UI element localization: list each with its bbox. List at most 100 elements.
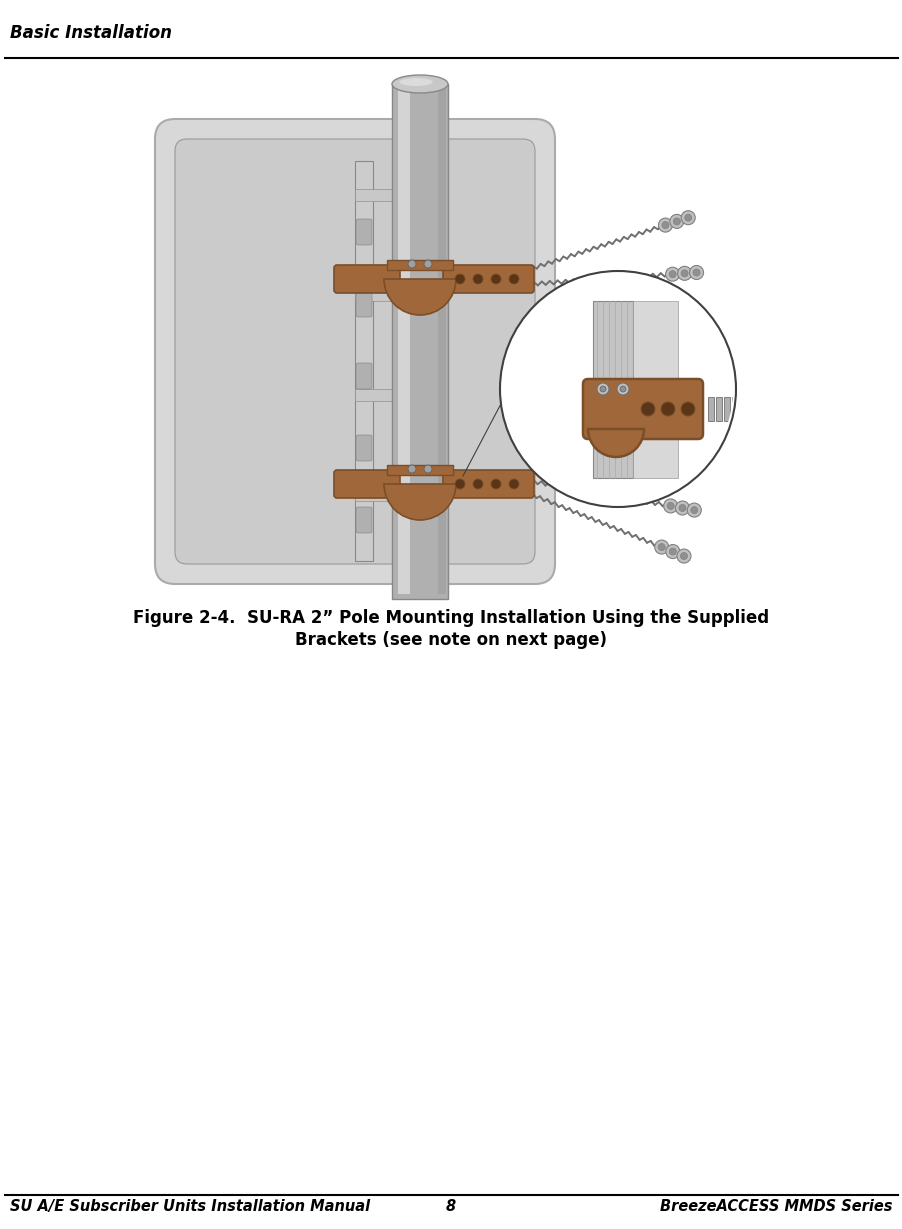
Circle shape <box>680 553 686 559</box>
Circle shape <box>616 383 629 395</box>
Circle shape <box>654 540 668 554</box>
Circle shape <box>509 274 519 284</box>
Circle shape <box>424 261 431 268</box>
Polygon shape <box>739 397 745 422</box>
Polygon shape <box>391 258 401 274</box>
Circle shape <box>675 501 689 515</box>
Text: 8: 8 <box>446 1198 456 1213</box>
Circle shape <box>686 503 701 517</box>
Circle shape <box>680 210 695 225</box>
Circle shape <box>690 506 697 514</box>
FancyBboxPatch shape <box>422 363 438 390</box>
Polygon shape <box>747 397 753 422</box>
Circle shape <box>455 479 465 489</box>
FancyBboxPatch shape <box>422 435 438 461</box>
Polygon shape <box>391 210 401 226</box>
Circle shape <box>640 402 654 415</box>
Circle shape <box>408 261 416 268</box>
Text: BreezeACCESS MMDS Series: BreezeACCESS MMDS Series <box>659 1198 892 1213</box>
FancyBboxPatch shape <box>583 379 703 439</box>
Polygon shape <box>391 498 401 514</box>
Circle shape <box>693 269 699 277</box>
Circle shape <box>500 272 735 508</box>
Circle shape <box>491 479 501 489</box>
FancyBboxPatch shape <box>175 139 534 564</box>
Polygon shape <box>391 306 401 322</box>
Polygon shape <box>755 397 761 422</box>
Polygon shape <box>715 397 722 422</box>
Ellipse shape <box>391 75 447 93</box>
Text: Basic Installation: Basic Installation <box>10 25 171 42</box>
Text: SU A/E Subscriber Units Installation Manual: SU A/E Subscriber Units Installation Man… <box>10 1198 370 1213</box>
Ellipse shape <box>399 77 432 86</box>
Circle shape <box>665 267 679 281</box>
FancyBboxPatch shape <box>422 291 438 317</box>
Circle shape <box>599 386 605 392</box>
Polygon shape <box>732 397 737 422</box>
Circle shape <box>408 465 416 473</box>
FancyBboxPatch shape <box>443 469 533 498</box>
Polygon shape <box>437 88 446 594</box>
Circle shape <box>473 479 483 489</box>
FancyBboxPatch shape <box>422 508 438 533</box>
FancyBboxPatch shape <box>355 508 372 533</box>
Polygon shape <box>398 88 410 594</box>
Polygon shape <box>354 390 439 401</box>
Circle shape <box>658 218 672 232</box>
Circle shape <box>668 548 676 556</box>
Polygon shape <box>723 397 729 422</box>
Polygon shape <box>354 189 439 202</box>
Circle shape <box>663 499 676 512</box>
Circle shape <box>678 504 686 511</box>
Circle shape <box>509 479 519 489</box>
Circle shape <box>673 218 679 225</box>
Polygon shape <box>391 450 401 466</box>
Circle shape <box>684 214 691 221</box>
FancyBboxPatch shape <box>355 291 372 317</box>
Circle shape <box>455 274 465 284</box>
Circle shape <box>620 386 625 392</box>
Circle shape <box>491 274 501 284</box>
Polygon shape <box>593 301 632 478</box>
Text: Figure 2-4.  SU-RA 2” Pole Mounting Installation Using the Supplied: Figure 2-4. SU-RA 2” Pole Mounting Insta… <box>133 610 769 627</box>
Circle shape <box>667 503 674 509</box>
Wedge shape <box>587 429 643 457</box>
Wedge shape <box>383 484 456 520</box>
Circle shape <box>689 265 703 279</box>
Polygon shape <box>354 161 373 560</box>
FancyBboxPatch shape <box>334 265 400 293</box>
Circle shape <box>660 402 675 415</box>
FancyBboxPatch shape <box>334 469 400 498</box>
Polygon shape <box>391 84 447 599</box>
FancyBboxPatch shape <box>355 219 372 245</box>
Text: Brackets (see note on next page): Brackets (see note on next page) <box>295 632 606 649</box>
Polygon shape <box>354 489 439 501</box>
Polygon shape <box>632 301 677 478</box>
Polygon shape <box>707 397 713 422</box>
FancyBboxPatch shape <box>155 119 555 584</box>
Polygon shape <box>391 402 401 418</box>
Circle shape <box>658 543 665 551</box>
Circle shape <box>680 270 687 277</box>
Circle shape <box>661 221 668 229</box>
Circle shape <box>424 465 431 473</box>
FancyBboxPatch shape <box>355 363 372 390</box>
Circle shape <box>669 214 683 229</box>
FancyBboxPatch shape <box>443 265 533 293</box>
Wedge shape <box>383 279 456 315</box>
Polygon shape <box>387 465 453 474</box>
Circle shape <box>676 549 690 563</box>
FancyBboxPatch shape <box>422 219 438 245</box>
Circle shape <box>596 383 608 395</box>
Polygon shape <box>421 161 439 560</box>
Polygon shape <box>391 162 401 178</box>
Circle shape <box>680 402 695 415</box>
Polygon shape <box>354 289 439 301</box>
Circle shape <box>665 544 679 558</box>
FancyBboxPatch shape <box>355 435 372 461</box>
Circle shape <box>668 270 676 278</box>
Circle shape <box>676 267 691 280</box>
Polygon shape <box>763 397 769 422</box>
Polygon shape <box>387 261 453 270</box>
Circle shape <box>473 274 483 284</box>
